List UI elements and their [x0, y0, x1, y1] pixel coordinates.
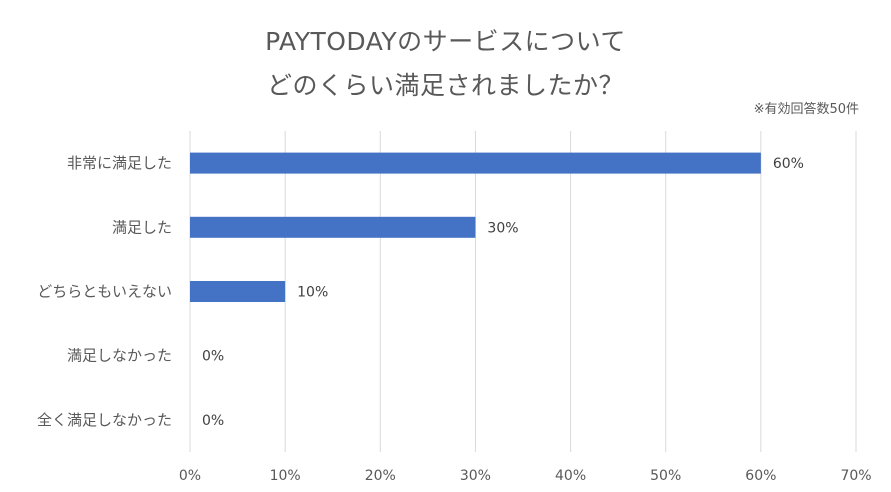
response-count-note: ※有効回答数50件	[753, 102, 859, 117]
x-tick-label: 10%	[270, 468, 301, 484]
x-tick-label: 60%	[745, 468, 776, 484]
x-tick-label: 0%	[179, 468, 201, 484]
category-label: 満足した	[112, 218, 172, 236]
data-label: 10%	[297, 285, 328, 301]
x-tick-label: 30%	[460, 468, 491, 484]
x-tick-label: 70%	[840, 468, 871, 484]
x-tick-label: 50%	[650, 468, 681, 484]
x-tick-label: 40%	[555, 468, 586, 484]
bar	[190, 281, 286, 302]
data-label: 60%	[773, 156, 804, 172]
category-label: どちらともいえない	[37, 283, 172, 301]
chart-title-line-1: PAYTODAYのサービスについて	[265, 27, 626, 56]
category-label: 非常に満足した	[67, 154, 172, 172]
data-label: 0%	[202, 349, 224, 365]
data-label: 0%	[202, 413, 224, 429]
x-tick-label: 20%	[365, 468, 396, 484]
category-label: 全く満足しなかった	[37, 411, 172, 429]
bar	[190, 216, 476, 238]
chart-title-line-2: どのくらい満足されましたか？	[266, 71, 624, 100]
data-label: 30%	[487, 220, 518, 236]
bar	[190, 152, 761, 174]
category-label: 満足しなかった	[67, 347, 172, 365]
